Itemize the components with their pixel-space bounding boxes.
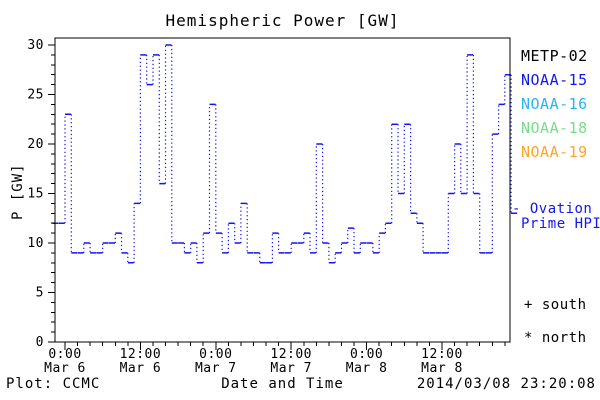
- x-tick-time-label: 12:00: [270, 347, 312, 362]
- satellite-legend: METP-02 NOAA-15 NOAA-16 NOAA-18 NOAA-19: [521, 44, 588, 164]
- x-tick-date-label: Mar 7: [195, 361, 237, 376]
- legend-item-noaa-16: NOAA-16: [521, 95, 588, 113]
- ovation-label-line2: Prime HPI: [521, 216, 600, 232]
- legend-item-noaa-19: NOAA-19: [521, 143, 588, 161]
- south-marker-note: + south: [524, 297, 587, 313]
- ovation-label-line1: - Ovation: [512, 201, 593, 217]
- north-marker-note: * north: [524, 330, 587, 346]
- hpi-step-line-verticals: [64, 45, 512, 263]
- ovation-prime-hpi-label: - Ovation Prime HPI: [512, 202, 600, 232]
- x-tick-date-label: Mar 7: [270, 361, 312, 376]
- x-tick-time-label: 0:00: [48, 347, 81, 362]
- y-tick-label: 15: [27, 187, 44, 202]
- legend-item-metp-02: METP-02: [521, 47, 588, 65]
- y-tick-label: 25: [27, 88, 44, 103]
- x-tick-time-label: 0:00: [199, 347, 232, 362]
- plot-credit: Plot: CCMC: [6, 376, 101, 392]
- legend-item-noaa-18: NOAA-18: [521, 119, 588, 137]
- plot-frame: [54, 37, 511, 343]
- x-tick-time-label: 12:00: [120, 347, 162, 362]
- x-tick-time-label: 12:00: [421, 347, 463, 362]
- y-tick-label: 5: [36, 286, 44, 301]
- page-title: Hemispheric Power [GW]: [165, 11, 400, 30]
- x-tick-date-label: Mar 6: [120, 361, 162, 376]
- x-tick-date-label: Mar 6: [44, 361, 86, 376]
- y-tick-label: 30: [27, 38, 44, 53]
- x-axis-label: Date and Time: [221, 376, 344, 392]
- legend-item-noaa-15: NOAA-15: [521, 71, 588, 89]
- y-tick-label: 0: [36, 335, 44, 350]
- x-tick-time-label: 0:00: [350, 347, 383, 362]
- plot-timestamp: 2014/03/08 23:20:08: [416, 376, 596, 392]
- x-tick-date-label: Mar 8: [346, 361, 388, 376]
- hpi-step-line-horizontals: [52, 44, 518, 264]
- y-tick-label: 20: [27, 137, 44, 152]
- y-axis-label: P [GW]: [10, 163, 26, 220]
- y-tick-label: 10: [27, 236, 44, 251]
- x-tick-date-label: Mar 8: [421, 361, 463, 376]
